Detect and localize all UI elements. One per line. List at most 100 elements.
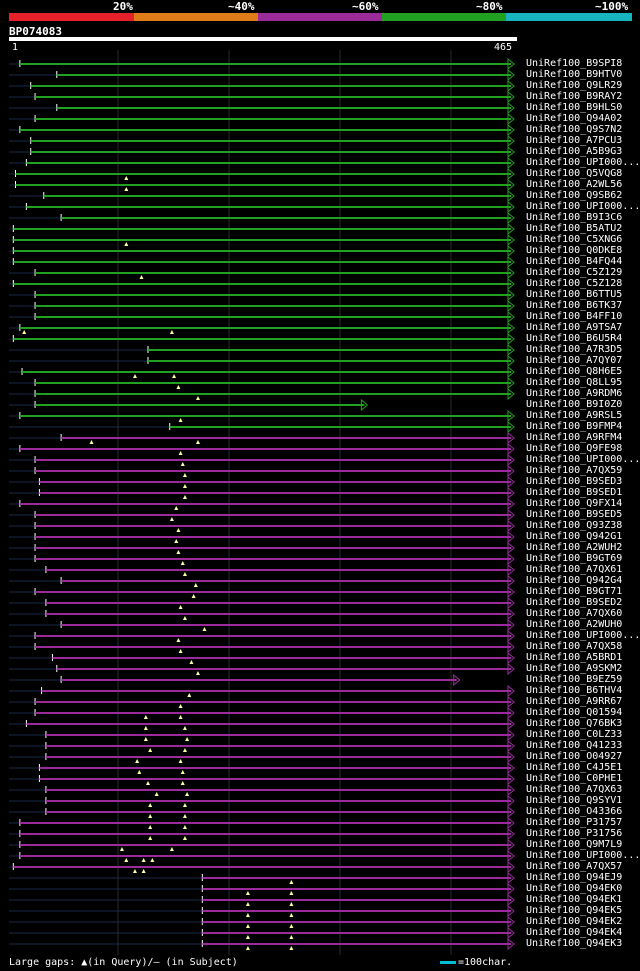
hit-label[interactable]: UniRef100_B9RAY2 [526, 91, 623, 102]
hit-label[interactable]: UniRef100_A7QY07 [526, 355, 623, 366]
hit-label[interactable]: UniRef100_B9GT71 [526, 586, 623, 597]
hit-arrow-icon [507, 475, 515, 489]
hit-label[interactable]: UniRef100_P31756 [526, 828, 623, 839]
hit-label[interactable]: UniRef100_B9HLS0 [526, 102, 623, 113]
hit-label[interactable]: UniRef100_A9RFM4 [526, 432, 623, 443]
hit-label[interactable]: UniRef100_A7QX59 [526, 465, 623, 476]
hit-label[interactable]: UniRef100_B9GT69 [526, 553, 623, 564]
hit-label[interactable]: UniRef100_Q94A02 [526, 113, 623, 124]
hit-label[interactable]: UniRef100_Q94EK4 [526, 927, 623, 938]
hit-label[interactable]: UniRef100_Q94EK1 [526, 894, 623, 905]
hit-arrow-icon [507, 134, 515, 148]
hit-label[interactable]: UniRef100_A9RDM6 [526, 388, 623, 399]
hit-label[interactable]: UniRef100_A2WUH0 [526, 619, 623, 630]
hit-label[interactable]: UniRef100_Q01594 [526, 707, 623, 718]
hit-arrow-icon [507, 453, 515, 467]
hit-label[interactable]: UniRef100_Q9LR29 [526, 80, 623, 91]
hit-label[interactable]: UniRef100_Q9S7N2 [526, 124, 623, 135]
hit-arrow-icon [507, 882, 515, 896]
hit-label[interactable]: UniRef100_C0LZ33 [526, 729, 623, 740]
hit-label[interactable]: UniRef100_Q9SB62 [526, 190, 623, 201]
hit-label[interactable]: UniRef100_B6U5R4 [526, 333, 623, 344]
hit-label[interactable]: UniRef100_Q9FX14 [526, 498, 623, 509]
hit-arrow-icon [507, 585, 515, 599]
hit-label[interactable]: UniRef100_B9I0Z0 [526, 399, 623, 410]
hit-label[interactable]: UniRef100_Q9FE98 [526, 443, 623, 454]
footer-scale: =100char. [440, 957, 512, 968]
hit-label[interactable]: UniRef100_B9SED5 [526, 509, 623, 520]
hit-label[interactable]: UniRef100_C5Z128 [526, 278, 623, 289]
hit-arrow-icon [507, 893, 515, 907]
hit-label[interactable]: UniRef100_UPI000... [526, 201, 640, 212]
hit-label[interactable]: UniRef100_C0PHE1 [526, 773, 623, 784]
hit-label[interactable]: UniRef100_Q94EK3 [526, 938, 623, 949]
hit-label[interactable]: UniRef100_Q93Z38 [526, 520, 623, 531]
hit-label[interactable]: UniRef100_Q9M7L9 [526, 839, 623, 850]
hit-label[interactable]: UniRef100_Q94EK5 [526, 905, 623, 916]
hit-arrow-icon [507, 926, 515, 940]
hit-label[interactable]: UniRef100_A7QX58 [526, 641, 623, 652]
hit-label[interactable]: UniRef100_B5ATU2 [526, 223, 623, 234]
hit-label[interactable]: UniRef100_A5BRD1 [526, 652, 623, 663]
hit-label[interactable]: UniRef100_B6TK37 [526, 300, 623, 311]
hit-label[interactable]: UniRef100_Q8H6E5 [526, 366, 623, 377]
hit-label[interactable]: UniRef100_UPI000... [526, 850, 640, 861]
hit-label[interactable]: UniRef100_A9SKM2 [526, 663, 623, 674]
hit-label[interactable]: UniRef100_A9TSA7 [526, 322, 623, 333]
hit-label[interactable]: UniRef100_B9SED3 [526, 476, 623, 487]
hit-label[interactable]: UniRef100_A7QX57 [526, 861, 623, 872]
hit-label[interactable]: UniRef100_Q76BK3 [526, 718, 623, 729]
hit-label[interactable]: UniRef100_C5XNG6 [526, 234, 623, 245]
query-gap-icon [245, 891, 250, 895]
hit-label[interactable]: UniRef100_A7QX60 [526, 608, 623, 619]
hit-label[interactable]: UniRef100_B4FF10 [526, 311, 623, 322]
hit-label[interactable]: UniRef100_Q9SYV1 [526, 795, 623, 806]
hit-label[interactable]: UniRef100_A9RR67 [526, 696, 623, 707]
hit-label[interactable]: UniRef100_C5Z129 [526, 267, 623, 278]
hit-label[interactable]: UniRef100_Q94EJ9 [526, 872, 623, 883]
query-gap-icon [174, 506, 179, 510]
hit-label[interactable]: UniRef100_Q8LL95 [526, 377, 623, 388]
hit-label[interactable]: UniRef100_O04927 [526, 751, 623, 762]
hit-label[interactable]: UniRef100_A7PCU3 [526, 135, 623, 146]
hit-label[interactable]: UniRef100_A7R3D5 [526, 344, 623, 355]
hit-label[interactable]: UniRef100_A5B9G3 [526, 146, 623, 157]
hit-label[interactable]: UniRef100_B4FQ44 [526, 256, 623, 267]
query-gap-icon [22, 330, 27, 334]
hit-label[interactable]: UniRef100_A2WUH2 [526, 542, 623, 553]
hit-label[interactable]: UniRef100_B6TTU5 [526, 289, 623, 300]
query-gap-icon [178, 605, 183, 609]
hit-label[interactable]: UniRef100_C4J5E1 [526, 762, 623, 773]
hit-label[interactable]: UniRef100_B9HTV0 [526, 69, 623, 80]
hit-label[interactable]: UniRef100_UPI000... [526, 454, 640, 465]
hit-label[interactable]: UniRef100_B9FMP4 [526, 421, 623, 432]
hit-label[interactable]: UniRef100_B9SED2 [526, 597, 623, 608]
hit-label[interactable]: UniRef100_Q942G1 [526, 531, 623, 542]
hit-label[interactable]: UniRef100_B6THV4 [526, 685, 623, 696]
hit-label[interactable]: UniRef100_P31757 [526, 817, 623, 828]
hit-label[interactable]: UniRef100_Q94EK2 [526, 916, 623, 927]
hit-label[interactable]: UniRef100_Q41233 [526, 740, 623, 751]
hit-label[interactable]: UniRef100_B9SPI8 [526, 58, 623, 69]
hit-label[interactable]: UniRef100_A7QX63 [526, 784, 623, 795]
hit-arrow-icon [507, 156, 515, 170]
hit-label[interactable]: UniRef100_A2WL56 [526, 179, 623, 190]
scale-bar-icon [440, 960, 456, 964]
query-gap-icon [174, 539, 179, 543]
query-gap-icon [191, 594, 196, 598]
hit-label[interactable]: UniRef100_O43366 [526, 806, 623, 817]
hit-label[interactable]: UniRef100_B9SED1 [526, 487, 623, 498]
hit-label[interactable]: UniRef100_A9RSL5 [526, 410, 623, 421]
hit-label[interactable]: UniRef100_Q942G4 [526, 575, 623, 586]
query-gap-icon [124, 242, 129, 246]
query-gap-icon [178, 418, 183, 422]
hit-label[interactable]: UniRef100_Q5VQG8 [526, 168, 623, 179]
hit-label[interactable]: UniRef100_A7QX61 [526, 564, 623, 575]
hit-label[interactable]: UniRef100_B9EZ59 [526, 674, 623, 685]
hit-label[interactable]: UniRef100_B9I3C6 [526, 212, 623, 223]
query-gap-icon [289, 924, 294, 928]
hit-label[interactable]: UniRef100_UPI000... [526, 157, 640, 168]
hit-label[interactable]: UniRef100_Q0DKE8 [526, 245, 623, 256]
hit-label[interactable]: UniRef100_UPI000... [526, 630, 640, 641]
hit-label[interactable]: UniRef100_Q94EK0 [526, 883, 623, 894]
